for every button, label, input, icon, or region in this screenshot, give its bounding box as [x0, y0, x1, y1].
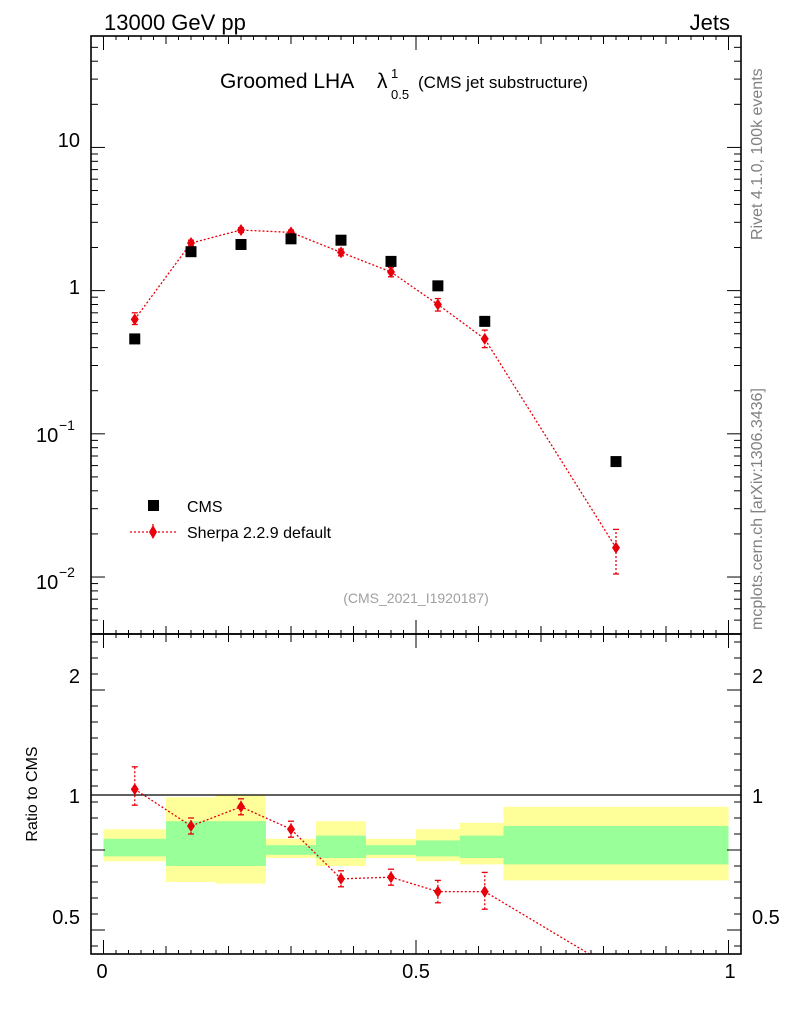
sherpa-line [134, 229, 617, 549]
sherpa-point [480, 332, 489, 345]
chart-title-sub: 0.5 [391, 87, 409, 102]
ratio-point [287, 823, 295, 836]
main-ytick-1: 1 [69, 277, 80, 299]
ratio-series-clipped [130, 766, 620, 976]
watermark-analysis: (CMS_2021_I1920187) [343, 590, 489, 606]
side-label-source: mcplots.cern.ch [arXiv:1306.3436] [749, 388, 766, 630]
cms-point [610, 456, 622, 468]
ratio-ylabel: Ratio to CMS [24, 746, 41, 841]
cms-point [129, 333, 141, 345]
legend-label-cms: CMS [187, 499, 223, 516]
cms-point [335, 234, 347, 246]
main-ytick-0.01-base: 10 [36, 572, 58, 594]
ratio-point [187, 820, 195, 832]
ratio-xtick-0: 0 [96, 961, 107, 983]
chart-title-sup: 1 [391, 66, 398, 81]
ratio-frame [90, 633, 742, 955]
ratio-point [237, 800, 245, 813]
ratio-xtick-1: 1 [724, 961, 735, 983]
main-ytick-0.1-base: 10 [36, 425, 58, 447]
ratio-axis-ticks [91, 634, 741, 954]
sherpa-point [187, 237, 195, 250]
ratio-point [612, 964, 620, 976]
ratio-band-inner [316, 835, 366, 858]
ratio-point [433, 885, 442, 898]
ratio-point [480, 885, 489, 898]
ratio-plot-panel: 2 1 0.5 2 1 0.5 0 0.5 1 Ratio to CMS [24, 633, 780, 983]
main-ytick-0.01: 10 −2 [36, 564, 75, 594]
ratio-point [387, 871, 395, 884]
sherpa-point [237, 224, 245, 237]
chart-title-main: Groomed LHA [220, 70, 354, 93]
side-label-version: Rivet 4.1.0, 100k events [749, 68, 766, 240]
ratio-series-layer [130, 766, 620, 976]
main-plot-panel: 10 1 10 −1 10 −2 (CMS_2021_I1920187) CMS… [36, 35, 742, 635]
ratio-ytick-right-1: 1 [752, 786, 763, 808]
main-ytick-10: 10 [58, 130, 80, 152]
main-ytick-0.1: 10 −1 [36, 417, 75, 447]
ratio-band-inner [103, 838, 166, 857]
cms-point [385, 255, 397, 267]
legend-label-sherpa: Sherpa 2.2.9 default [187, 525, 332, 542]
ratio-band-inner [266, 845, 316, 855]
chart-title-symbol: λ [377, 70, 388, 93]
cms-point [432, 280, 444, 292]
sherpa-point [130, 313, 139, 326]
sherpa-point [387, 265, 395, 278]
ratio-band-inner [503, 826, 729, 865]
ratio-ytick-left-0.5: 0.5 [52, 907, 80, 929]
main-series-layer [129, 224, 622, 575]
cms-point [479, 315, 491, 327]
ratio-ytick-right-2: 2 [752, 666, 763, 688]
sherpa-point [337, 246, 345, 259]
ratio-bands [103, 795, 729, 884]
header-left: 13000 GeV pp [104, 10, 246, 35]
ratio-band-inner [459, 835, 504, 858]
main-ytick-0.1-exp: −1 [59, 417, 75, 433]
main-axis-ticks [91, 35, 741, 635]
sherpa-point [433, 298, 442, 311]
main-frame [90, 35, 742, 635]
cms-point [235, 238, 247, 250]
chart-title-suffix: (CMS jet substructure) [418, 73, 588, 92]
cms-point [185, 246, 197, 258]
ratio-point [337, 872, 345, 885]
ratio-band-inner [416, 840, 460, 857]
ratio-band-inner [216, 821, 266, 866]
ratio-ytick-left-2: 2 [69, 666, 80, 688]
chart-title: Groomed LHA λ 1 0.5 (CMS jet substructur… [220, 66, 588, 102]
ratio-xtick-0.5: 0.5 [402, 961, 430, 983]
ratio-band-inner [366, 845, 416, 855]
main-ytick-0.01-exp: −2 [59, 564, 75, 580]
header-right: Jets [690, 10, 730, 35]
sherpa-point [612, 541, 620, 554]
ratio-ytick-right-0.5: 0.5 [752, 907, 780, 929]
legend: CMS Sherpa 2.2.9 default [130, 499, 332, 542]
ratio-point [130, 783, 139, 796]
ratio-ytick-left-1: 1 [69, 786, 80, 808]
cms-point [285, 233, 297, 245]
legend-marker-cms [148, 500, 159, 511]
legend-marker-sherpa [149, 525, 157, 539]
